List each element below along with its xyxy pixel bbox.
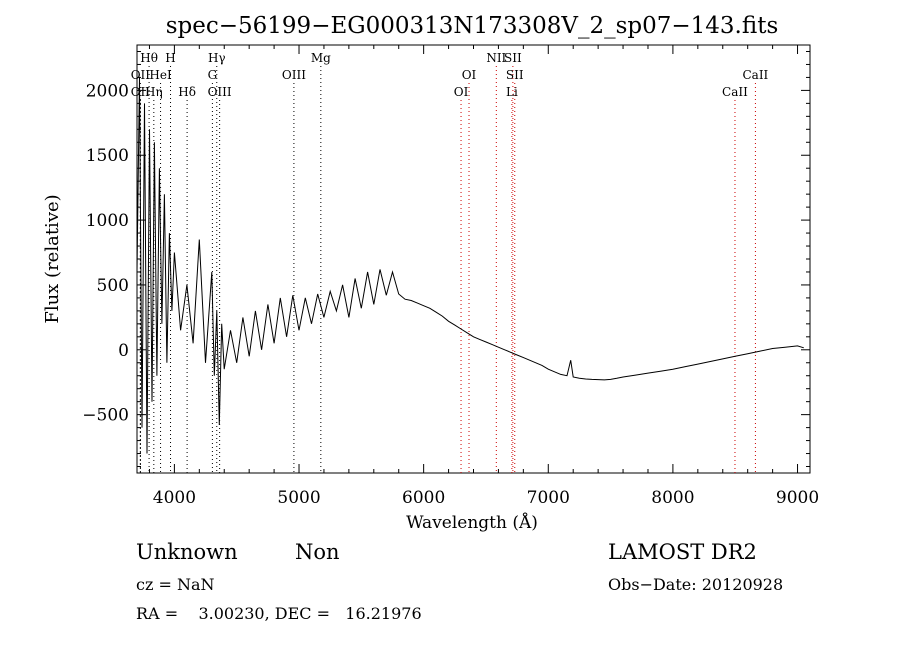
line-label: NII [486, 51, 506, 65]
observation-date: Obs−Date: 20120928 [608, 575, 784, 594]
spectrum-series [136, 77, 804, 454]
x-tick-label: 5000 [277, 488, 320, 508]
line-label: SII [506, 68, 524, 82]
plot-frame [136, 44, 811, 474]
line-label: Hγ [208, 51, 226, 65]
x-tick-label: 8000 [651, 488, 694, 508]
line-label: Hη [145, 85, 163, 99]
axes: 4000 5000 6000 7000 8000 9000 −500 0 500 1000 1500… [82, 45, 819, 508]
line-label: OIII [208, 85, 232, 99]
x-tick-label: 4000 [153, 488, 196, 508]
x-tick-label: 7000 [527, 488, 570, 508]
x-axis-label: Wavelength (Å) [406, 512, 538, 533]
chart-title: spec−56199−EG000313N173308V_2_sp07−143.f… [166, 13, 779, 39]
line-label: G [208, 68, 218, 82]
line-label: OI [454, 85, 469, 99]
line-label: OII [131, 68, 151, 82]
line-label: H [165, 51, 175, 65]
line-label: CaII [742, 68, 768, 82]
x-tick-label: 6000 [402, 488, 445, 508]
line-label: Hθ [140, 51, 158, 65]
x-tick-label: 9000 [776, 488, 819, 508]
line-label: CaII [722, 85, 748, 99]
spectral-class: Unknown [136, 540, 238, 564]
y-tick-label: 2000 [86, 81, 129, 101]
y-tick-label: −500 [82, 406, 129, 426]
y-axis-label: Flux (relative) [42, 194, 63, 323]
line-label: OI [462, 68, 477, 82]
line-label: OIII [282, 68, 306, 82]
redshift-value: cz = NaN [136, 575, 215, 594]
y-tick-label: 0 [118, 341, 129, 361]
spectral-subclass: Non [295, 540, 340, 564]
line-label: Hδ [178, 85, 196, 99]
y-tick-label: 1500 [86, 146, 129, 166]
coordinates: RA = 3.00230, DEC = 16.21976 [136, 604, 422, 623]
y-tick-label: 500 [97, 276, 129, 296]
line-label: HeI [149, 68, 172, 82]
y-tick-label: 1000 [86, 211, 129, 231]
survey-name: LAMOST DR2 [608, 540, 757, 564]
line-label: SII [504, 51, 522, 65]
line-label: Li [506, 85, 518, 99]
line-label: OII [131, 85, 151, 99]
spectrum-line [136, 77, 804, 454]
line-label: Mg [311, 51, 331, 65]
